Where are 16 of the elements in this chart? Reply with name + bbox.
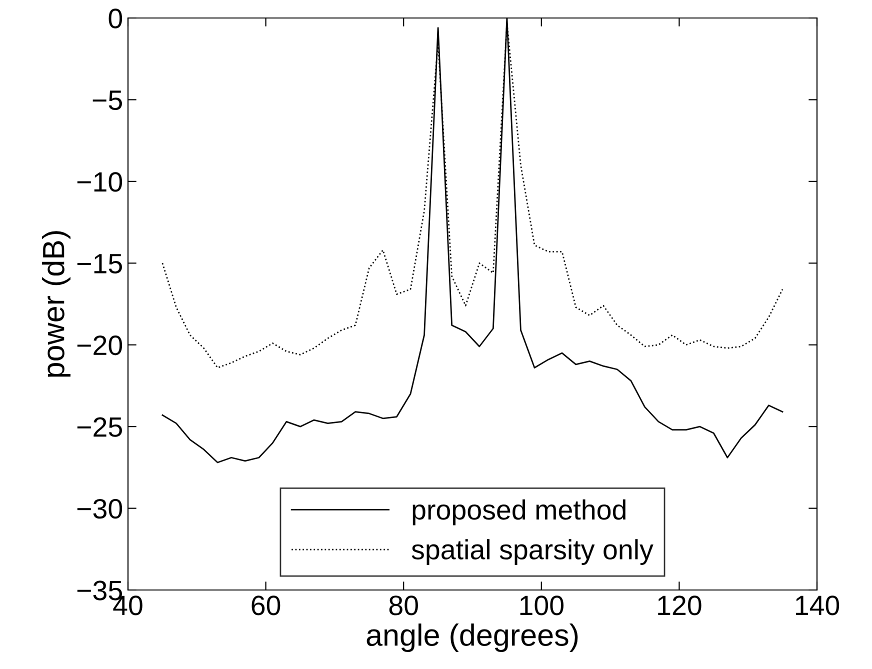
legend-label: proposed method [412, 499, 626, 526]
x-tick-label: 100 [520, 596, 564, 616]
y-tick-label: −15 [77, 254, 122, 274]
y-tick-label: −25 [77, 417, 122, 437]
y-tick-label: −20 [77, 336, 122, 356]
x-axis-title: angle (degrees) [366, 624, 578, 652]
y-axis-title: power (dB) [42, 231, 70, 377]
y-tick-label: 0 [108, 8, 122, 28]
x-tick-label: 140 [796, 596, 840, 616]
x-tick-label: 60 [252, 596, 280, 616]
y-tick-label: −30 [77, 498, 122, 519]
x-tick-label: 80 [389, 596, 418, 616]
y-tick-label: −10 [77, 172, 122, 192]
x-tick-label: 120 [658, 596, 702, 616]
y-tick-label: −5 [92, 90, 122, 110]
legend-label: spatial sparsity only [412, 539, 654, 565]
